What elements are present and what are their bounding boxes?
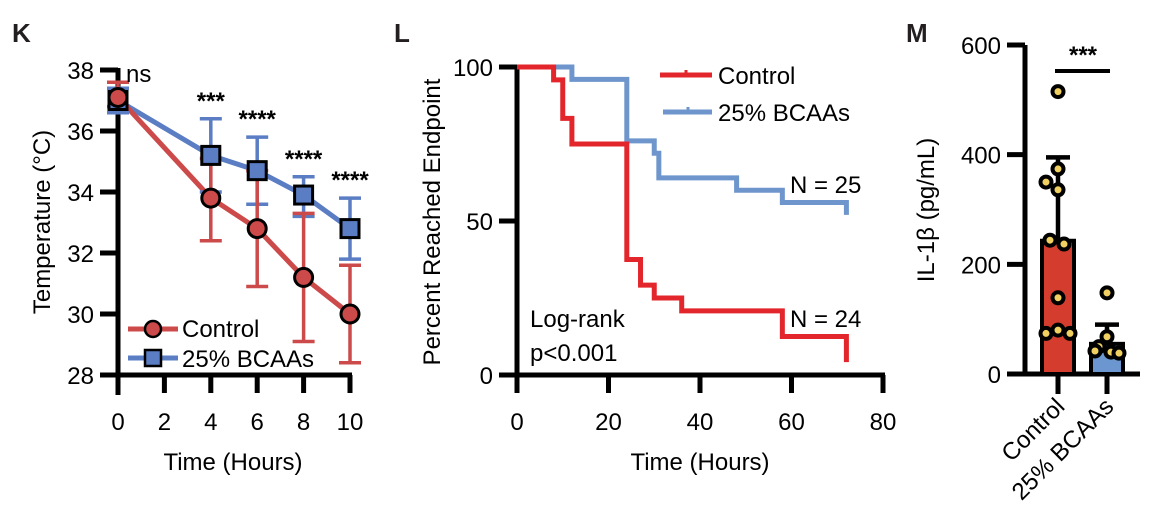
l-y-tick-label: 50 — [466, 209, 493, 236]
k-legend-bcaa-marker — [143, 348, 163, 368]
panel-letter-k: K — [12, 18, 31, 48]
m-data-point — [1050, 84, 1066, 100]
m-data-point — [1111, 345, 1127, 361]
m-data-point — [1050, 322, 1066, 338]
k-significance-label: *** — [197, 88, 226, 115]
m-y-tick-label: 200 — [961, 252, 1001, 279]
m-data-point — [1087, 343, 1103, 359]
k-x-tick-label: 0 — [111, 409, 124, 436]
k-legend-control-marker — [143, 319, 163, 339]
l-control-curve — [517, 64, 849, 363]
k-significance-label: **** — [285, 146, 323, 173]
k-x-tick-label: 4 — [204, 409, 217, 436]
l-x-tick-label: 20 — [595, 409, 622, 436]
m-bar-control — [1040, 238, 1076, 376]
l-n-label-bcaa: N = 25 — [790, 172, 861, 199]
l-bcaa-curve — [517, 64, 849, 215]
l-y-tick-label: 0 — [480, 363, 493, 390]
k-legend-bcaa-label: 25% BCAAs — [182, 346, 314, 373]
k-control-point — [293, 266, 315, 288]
m-y-tick-label: 400 — [961, 143, 1001, 170]
k-x-axis-title: Time (Hours) — [163, 449, 302, 476]
k-y-tick-label: 30 — [67, 302, 94, 329]
k-legend-control-label: Control — [182, 316, 259, 343]
m-data-point — [1050, 161, 1066, 177]
m-y-tick-label: 600 — [961, 33, 1001, 60]
l-legend-control-label: Control — [718, 63, 795, 90]
panel-l-survival-chart: Percent Reached Endpoint Time (Hours) 0 5… — [419, 55, 896, 476]
m-data-point — [1056, 236, 1072, 252]
m-data-point — [1062, 325, 1078, 341]
k-y-tick-label: 34 — [67, 180, 94, 207]
k-x-tick-label: 8 — [297, 409, 310, 436]
m-significance-label: *** — [1069, 42, 1098, 69]
k-significance-label: **** — [331, 167, 369, 194]
k-bcaa-point — [293, 184, 315, 206]
l-x-tick-label: 40 — [687, 409, 714, 436]
k-x-tick-label: 10 — [337, 409, 364, 436]
panel-letter-m: M — [906, 18, 928, 48]
k-bcaa-point — [200, 144, 222, 166]
k-control-point — [107, 86, 129, 108]
m-data-point — [1050, 290, 1066, 306]
k-control-point — [339, 303, 361, 325]
k-y-tick-label: 28 — [67, 363, 94, 390]
m-data-point — [1099, 329, 1115, 345]
k-x-tick-label: 6 — [251, 409, 264, 436]
k-x-tick-label: 2 — [158, 409, 171, 436]
l-x-tick-label: 80 — [870, 409, 897, 436]
l-logrank-label: Log-rank — [530, 306, 626, 333]
m-y-tick-label: 0 — [988, 362, 1001, 389]
m-data-point — [1042, 232, 1058, 248]
k-control-point — [246, 218, 268, 240]
panel-k-temperature-chart: Temperature (°C) Time (Hours) 2830323436… — [29, 58, 369, 476]
m-data-point — [1099, 285, 1115, 301]
l-legend: Control 25% BCAAs — [660, 63, 850, 127]
l-n-label-control: N = 24 — [790, 306, 861, 333]
k-control-point — [200, 187, 222, 209]
k-significance-label: **** — [239, 106, 277, 133]
l-pvalue-label: p<0.001 — [530, 340, 617, 367]
k-legend: Control 25% BCAAs — [128, 316, 314, 373]
m-data-point — [1050, 182, 1066, 198]
k-bcaa-point — [246, 160, 268, 182]
k-bcaa-point — [339, 218, 361, 240]
l-x-axis-title: Time (Hours) — [630, 449, 769, 476]
l-y-tick-label: 100 — [453, 55, 493, 82]
l-y-axis-title: Percent Reached Endpoint — [419, 78, 446, 365]
m-y-axis-title: IL-1β (pg/mL) — [913, 138, 940, 283]
k-y-tick-label: 36 — [67, 119, 94, 146]
m-data-point — [1038, 325, 1054, 341]
l-legend-bcaa-label: 25% BCAAs — [718, 100, 850, 127]
k-y-tick-label: 38 — [67, 58, 94, 85]
m-data-point — [1038, 174, 1054, 190]
k-y-tick-label: 32 — [67, 241, 94, 268]
k-y-axis-title: Temperature (°C) — [29, 130, 56, 314]
k-significance-label: ns — [126, 61, 151, 88]
panel-letter-l: L — [394, 18, 410, 48]
l-x-tick-label: 0 — [510, 409, 523, 436]
l-x-tick-label: 60 — [778, 409, 805, 436]
